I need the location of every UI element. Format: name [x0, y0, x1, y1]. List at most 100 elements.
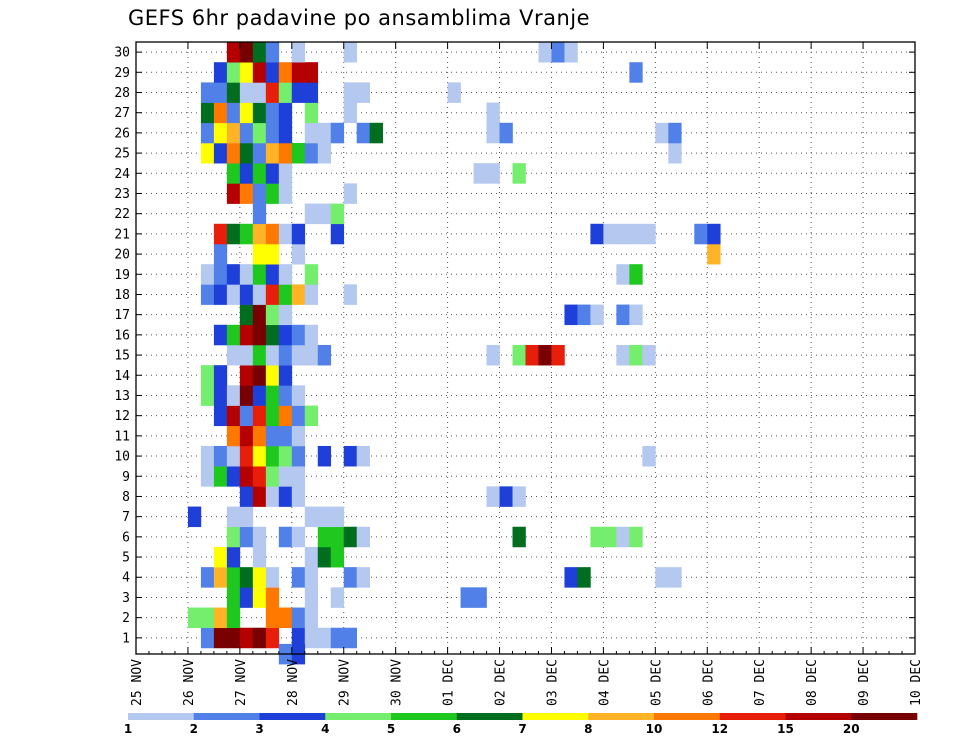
heatmap-cell — [291, 142, 306, 164]
heatmap-cell — [265, 587, 280, 608]
heatmap-cell — [486, 486, 500, 507]
heatmap-cell — [226, 607, 241, 629]
legend-swatch — [456, 713, 523, 720]
y-tick-label: 9 — [122, 470, 130, 485]
heatmap-cell — [200, 627, 215, 649]
heatmap-cell — [265, 264, 280, 285]
heatmap-cell — [616, 526, 630, 548]
x-tick-label: 04 DEC — [597, 659, 612, 706]
x-tick-label: 06 DEC — [701, 659, 716, 706]
y-tick-label: 12 — [114, 409, 130, 424]
heatmap-cell — [343, 102, 358, 124]
legend-label: 1 — [124, 722, 132, 736]
heatmap-cell — [278, 607, 293, 629]
y-tick-label: 3 — [122, 591, 130, 606]
heatmap-cell — [473, 587, 487, 608]
heatmap-cell — [291, 425, 306, 447]
legend-swatch — [785, 713, 852, 720]
heatmap-cell — [668, 122, 682, 144]
y-axis: 1234567891011121314151617181920212223242… — [114, 46, 915, 646]
heatmap-cell — [291, 385, 306, 406]
heatmap-cell — [200, 466, 215, 487]
heatmap-cell — [213, 567, 228, 588]
heatmap-cell — [278, 445, 293, 467]
heatmap-cell — [278, 82, 293, 103]
heatmap-cell — [265, 62, 280, 83]
heatmap-cell — [564, 42, 578, 63]
heatmap-cell — [252, 42, 267, 63]
heatmap-cell — [356, 526, 370, 548]
heatmap-cell — [291, 445, 306, 467]
heatmap-cell — [226, 344, 241, 366]
heatmap-cell — [239, 466, 254, 487]
heatmap-cell — [252, 344, 267, 366]
heatmap-cell — [252, 486, 267, 507]
heatmap-cell — [551, 344, 565, 366]
y-tick-label: 21 — [114, 227, 130, 242]
heatmap-cell — [252, 445, 267, 467]
heatmap-cell — [304, 627, 319, 649]
heatmap-cell — [252, 405, 267, 427]
legend-swatch — [193, 713, 260, 720]
heatmap-cell — [486, 163, 500, 184]
heatmap-cell — [239, 183, 254, 204]
heatmap-cell — [226, 223, 241, 245]
y-tick-label: 18 — [114, 288, 130, 303]
heatmap-cell — [343, 445, 358, 467]
heatmap-cell — [291, 466, 306, 487]
heatmap-cell — [226, 102, 241, 124]
heatmap-cell — [226, 546, 241, 568]
heatmap-cell — [343, 627, 358, 649]
heatmap-cell — [213, 405, 228, 427]
x-tick-label: 30 NOV — [390, 659, 405, 706]
heatmap-cell — [252, 122, 267, 144]
legend-label: 4 — [321, 722, 329, 736]
heatmap-cell — [629, 526, 643, 548]
legend-label: 2 — [190, 722, 198, 736]
heatmap-cell — [265, 385, 280, 406]
heatmap-cell — [187, 607, 202, 629]
y-tick-label: 6 — [122, 530, 130, 545]
heatmap-cell — [278, 122, 293, 144]
heatmap-cell — [213, 607, 228, 629]
heatmap-cell — [590, 223, 604, 245]
heatmap-cell — [590, 526, 604, 548]
colorbar-legend: 1 2 3 4 5 6 7 8 10 12 15 20 — [124, 713, 918, 736]
heatmap-cell — [343, 183, 358, 204]
heatmap-cell — [252, 102, 267, 124]
heatmap-cell — [343, 284, 358, 305]
heatmap-cell — [239, 365, 254, 386]
heatmap-cell — [291, 42, 306, 63]
heatmap-cell — [278, 385, 293, 406]
heatmap-cell — [304, 506, 319, 528]
heatmap-cell — [616, 223, 630, 245]
heatmap-cell — [317, 627, 332, 649]
legend-swatch — [259, 713, 326, 720]
heatmap-cell — [265, 284, 280, 305]
heatmap-cell — [252, 183, 267, 204]
heatmap-cell — [538, 344, 552, 366]
x-tick-label: 27 NOV — [234, 659, 249, 706]
heatmap-cell — [213, 223, 228, 245]
heatmap-cell — [265, 223, 280, 245]
heatmap-cell — [291, 62, 306, 83]
x-tick-label: 28 NOV — [286, 659, 301, 706]
heatmap-cell — [460, 587, 474, 608]
y-tick-label: 7 — [122, 510, 130, 525]
heatmap-cell — [239, 486, 254, 507]
heatmap-cell — [239, 445, 254, 467]
heatmap-cell — [252, 82, 267, 103]
heatmap-cell — [577, 567, 591, 588]
y-tick-label: 15 — [114, 349, 130, 364]
heatmap-cell — [304, 102, 319, 124]
heatmap-cell — [252, 284, 267, 305]
x-tick-label: 02 DEC — [494, 659, 509, 706]
heatmap-cell — [291, 82, 306, 103]
heatmap-cell — [226, 445, 241, 467]
heatmap-cell — [239, 304, 254, 326]
heatmap-cell — [252, 587, 267, 608]
heatmap-cell — [278, 344, 293, 366]
heatmap-cell — [304, 607, 319, 629]
heatmap-cell — [291, 567, 306, 588]
heatmap-cell — [577, 304, 591, 326]
